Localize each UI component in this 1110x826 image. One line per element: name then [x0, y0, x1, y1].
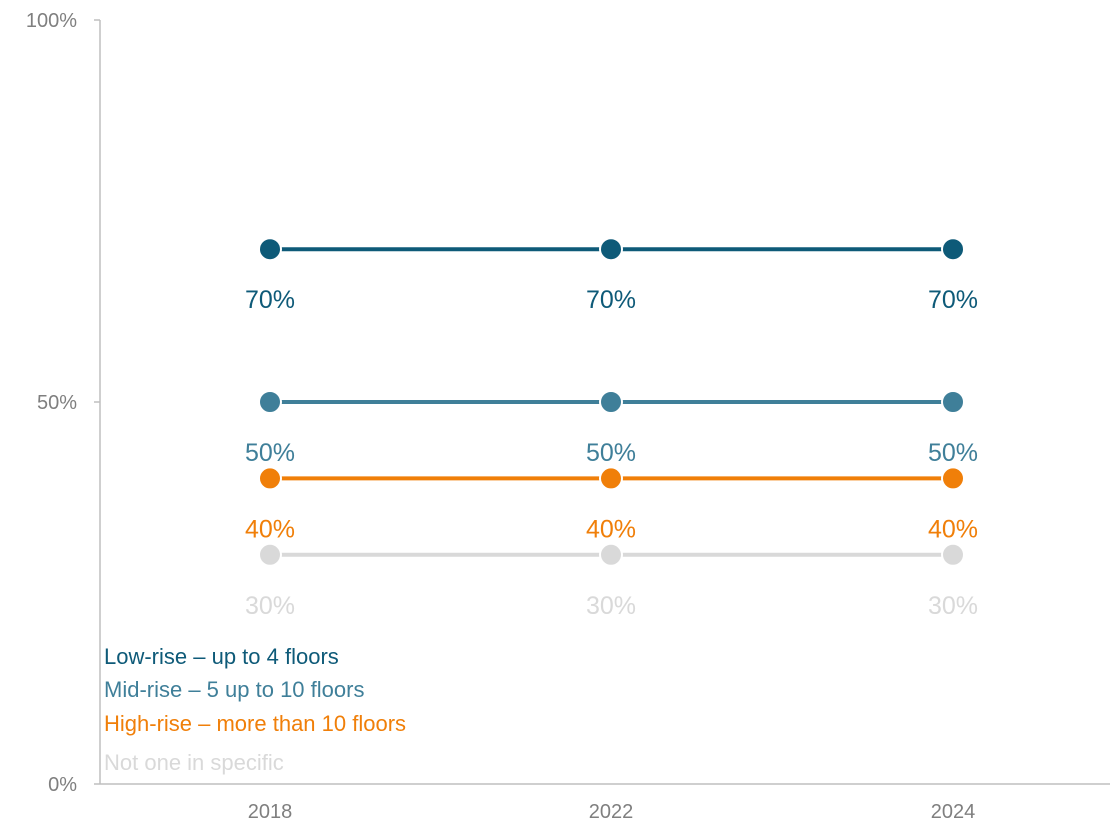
series-group: 70% 70% 70% 50% 50% 50% 40% 40% 40% 30% 30% 30%: [245, 237, 978, 620]
data-point: [599, 237, 623, 262]
legend: Low-rise – up to 4 floors Mid-rise – 5 up…: [104, 644, 406, 775]
series-1: 50% 50% 50%: [245, 390, 978, 467]
series-0: 70% 70% 70%: [245, 237, 978, 314]
data-label: 50%: [586, 439, 636, 467]
y-tick-label: 50%: [37, 392, 77, 414]
y-tick-label: 0%: [48, 774, 77, 796]
legend-item: High-rise – more than 10 floors: [104, 711, 406, 736]
series-2: 40% 40% 40%: [245, 466, 978, 543]
data-point: [941, 237, 965, 262]
data-label: 30%: [245, 592, 295, 620]
data-point: [599, 542, 623, 567]
x-tick-label: 2024: [931, 801, 976, 823]
legend-item: Low-rise – up to 4 floors: [104, 644, 339, 669]
data-label: 70%: [586, 286, 636, 314]
data-label: 50%: [928, 439, 978, 467]
data-label: 70%: [245, 286, 295, 314]
data-label: 40%: [245, 515, 295, 543]
data-point: [258, 237, 282, 262]
data-label: 30%: [586, 592, 636, 620]
data-point: [599, 466, 623, 491]
x-ticks: 2018 2022 2024: [248, 801, 976, 823]
data-point: [941, 390, 965, 414]
x-tick-label: 2018: [248, 801, 293, 823]
data-point: [258, 390, 282, 414]
data-point: [258, 466, 282, 491]
y-tick-label: 100%: [26, 10, 77, 32]
data-label: 40%: [928, 515, 978, 543]
data-label: 50%: [245, 439, 295, 467]
data-label: 30%: [928, 592, 978, 620]
data-point: [258, 542, 282, 567]
y-ticks: 0% 50% 100%: [26, 10, 100, 796]
series-3: 30% 30% 30%: [245, 542, 978, 620]
x-tick-label: 2022: [589, 801, 634, 823]
legend-item: Mid-rise – 5 up to 10 floors: [104, 677, 364, 702]
data-label: 70%: [928, 286, 978, 314]
data-point: [599, 390, 623, 414]
data-point: [941, 466, 965, 491]
legend-item: Not one in specific: [104, 750, 284, 775]
data-point: [941, 542, 965, 567]
data-label: 40%: [586, 515, 636, 543]
